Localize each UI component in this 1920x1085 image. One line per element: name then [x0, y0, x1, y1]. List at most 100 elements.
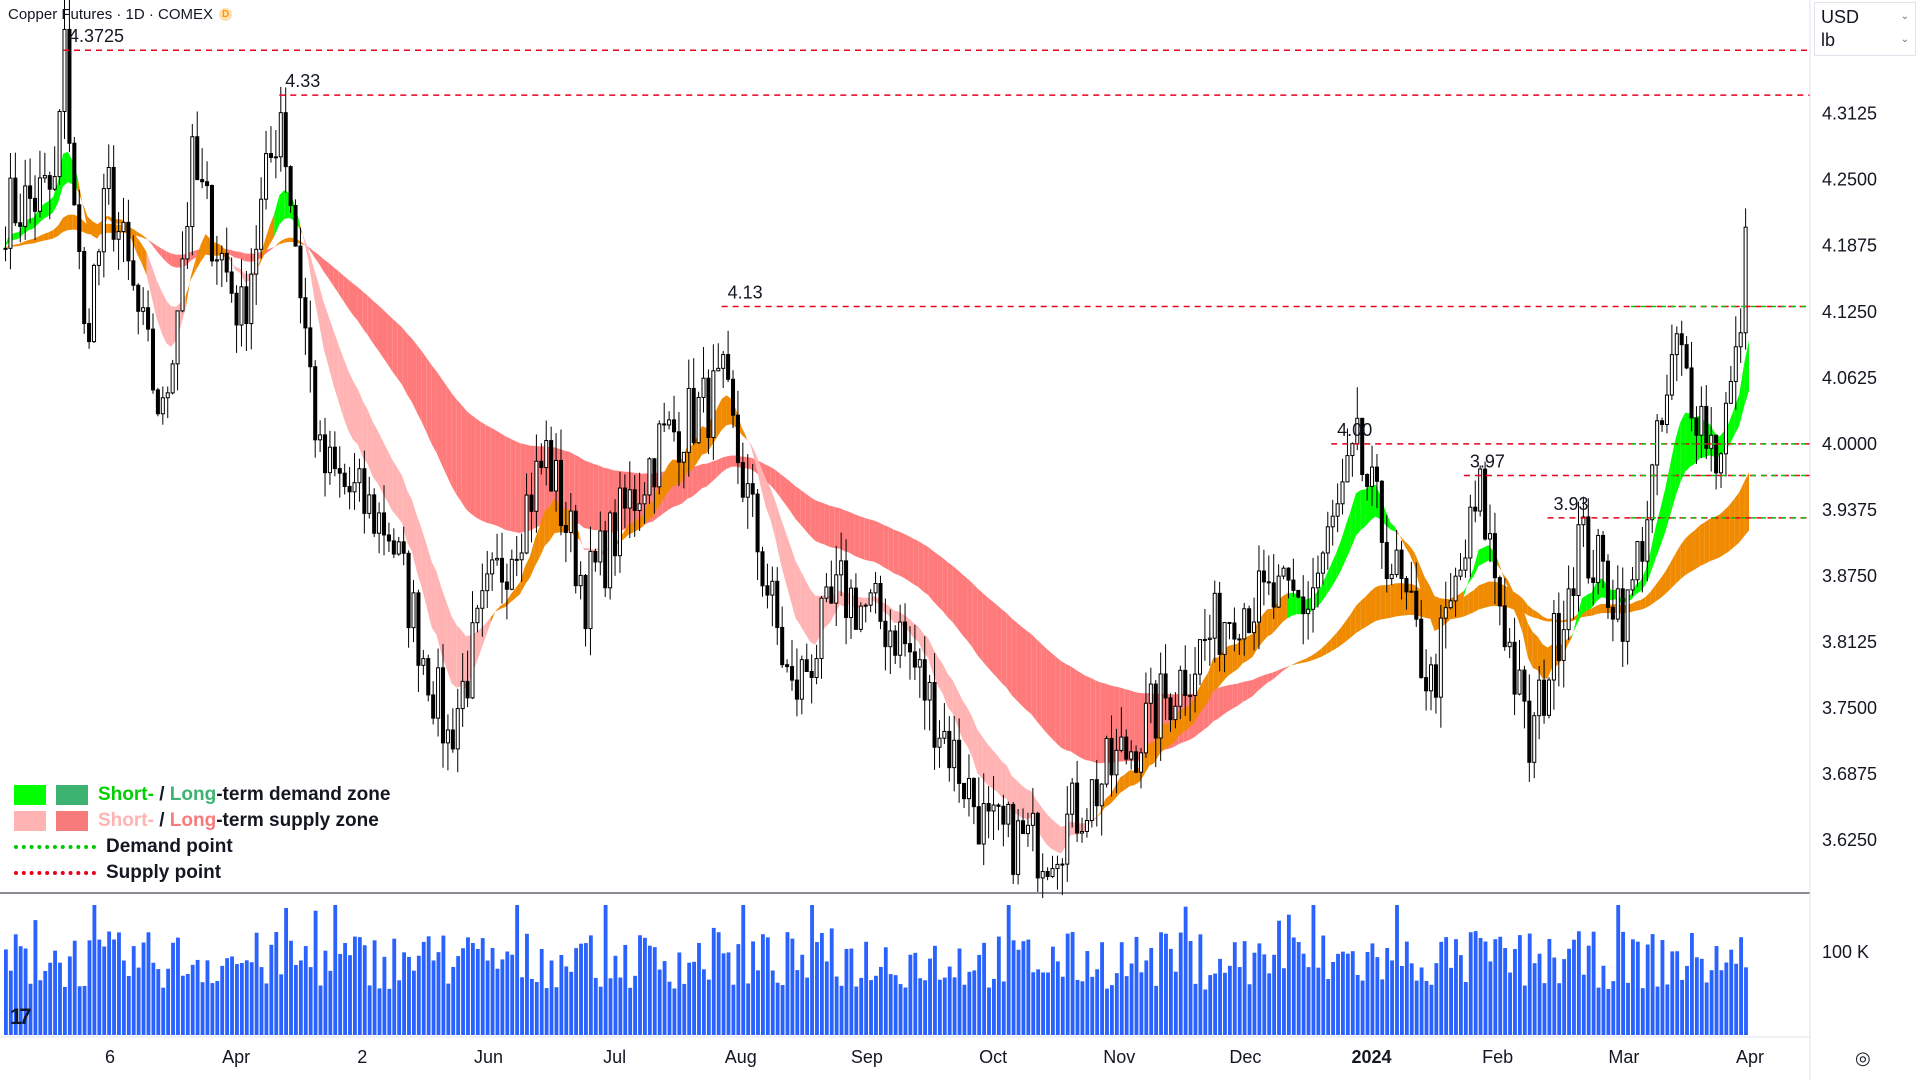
volume-bar — [1404, 941, 1409, 1035]
candle-up — [1188, 694, 1193, 697]
volume-bar — [1513, 949, 1517, 1035]
candle-down — [126, 221, 131, 262]
candle-up — [1030, 812, 1035, 826]
short-term-zone-band — [662, 465, 668, 501]
candle-up — [554, 460, 559, 492]
candle-down — [146, 307, 151, 330]
chevron-down-icon[interactable]: ⌄ — [1900, 34, 1909, 45]
short-supply-swatch — [14, 811, 46, 831]
currency-unit-selector[interactable]: USD ⌄ lb ⌄ — [1814, 2, 1916, 56]
short-term-zone-band — [1282, 593, 1287, 623]
candle-up — [1453, 575, 1458, 602]
volume-bar — [1606, 988, 1611, 1035]
long-term-zone-band — [775, 470, 781, 498]
chevron-down-icon[interactable]: ⌄ — [1900, 11, 1909, 22]
long-term-zone-band — [348, 279, 353, 315]
short-term-zone-band — [53, 181, 59, 213]
gear-icon[interactable]: ◎ — [1855, 1048, 1871, 1068]
long-term-zone-band — [593, 464, 599, 531]
currency-label[interactable]: USD — [1821, 7, 1860, 27]
short-term-zone-band — [957, 690, 963, 740]
long-term-zone-band — [1291, 662, 1297, 666]
volume-bar — [1168, 948, 1173, 1035]
volume-bar — [38, 980, 43, 1035]
long-term-zone-band — [942, 558, 948, 618]
long-term-zone-band — [746, 457, 752, 470]
long-term-zone-band — [982, 592, 988, 667]
short-term-zone-band — [372, 421, 378, 484]
candle-up — [937, 737, 942, 748]
volume-bar — [1690, 933, 1694, 1035]
tradingview-logo-icon[interactable]: 17 — [10, 1004, 32, 1029]
short-term-zone-band — [1026, 789, 1032, 819]
short-term-zone-band — [751, 444, 757, 467]
candle-down — [195, 136, 200, 181]
candle-up — [1065, 813, 1070, 865]
volume-bar — [554, 987, 559, 1035]
long-term-zone-band — [33, 236, 39, 244]
short-term-zone-band — [1208, 658, 1214, 702]
legend-rest-text: -term supply zone — [216, 810, 379, 831]
long-term-zone-band — [279, 238, 285, 245]
long-term-zone-band — [1522, 598, 1528, 616]
candle-up — [160, 397, 165, 415]
candle-up — [318, 434, 323, 441]
volume-bar — [1390, 960, 1395, 1035]
candle-down — [691, 387, 696, 444]
short-term-zone-band — [28, 217, 34, 231]
candle-up — [770, 580, 775, 596]
candle-up — [1738, 332, 1743, 348]
volume-bar — [1282, 968, 1286, 1035]
volume-bar — [1026, 939, 1031, 1035]
short-term-zone-band — [1601, 578, 1607, 599]
candle-down — [1384, 541, 1389, 580]
volume-bar — [298, 960, 303, 1035]
long-term-zone-band — [377, 304, 383, 357]
short-term-zone-band — [1331, 553, 1337, 588]
volume-bar — [525, 933, 529, 1035]
volume-bar — [923, 980, 928, 1035]
candle-down — [883, 620, 888, 648]
volume-bar — [805, 977, 810, 1035]
long-term-zone-band — [1719, 510, 1725, 558]
candle-up — [1566, 588, 1571, 631]
candle-up — [170, 363, 175, 394]
volume-bar — [613, 955, 618, 1035]
long-term-zone-band — [1694, 525, 1700, 570]
candle-down — [28, 185, 33, 199]
short-term-zone-band — [1513, 591, 1518, 620]
volume-bar — [1449, 967, 1453, 1035]
long-term-zone-band — [485, 424, 491, 524]
long-term-zone-band — [1134, 691, 1140, 762]
candle-down — [1522, 669, 1527, 702]
volume-bar — [1213, 973, 1218, 1035]
volume-bar — [1375, 957, 1380, 1035]
long-term-zone-band — [1680, 538, 1686, 580]
volume-bar — [141, 942, 146, 1035]
volume-bar — [721, 953, 726, 1035]
volume-bar — [431, 960, 436, 1035]
volume-bar — [1503, 948, 1508, 1035]
short-term-zone-band — [382, 440, 388, 502]
volume-bar — [372, 940, 377, 1035]
volume-bar — [1542, 983, 1547, 1035]
volume-bar — [357, 937, 362, 1035]
volume-bar — [1055, 961, 1060, 1035]
candle-down — [229, 271, 234, 294]
long-term-zone-band — [490, 427, 496, 526]
short-term-zone-band — [795, 560, 801, 626]
short-term-zone-band — [1183, 705, 1189, 732]
volume-bar — [1051, 946, 1055, 1035]
long-term-zone-band — [1006, 613, 1012, 696]
delayed-badge[interactable]: D — [219, 8, 233, 21]
short-term-zone-band — [1291, 592, 1297, 616]
candle-up — [1256, 570, 1261, 623]
short-term-zone-band — [918, 626, 924, 653]
candle-up — [1173, 705, 1178, 721]
unit-label[interactable]: lb — [1821, 30, 1836, 50]
long-term-zone-band — [244, 253, 250, 262]
short-term-zone-band — [1409, 546, 1415, 567]
volume-bar — [392, 938, 397, 1035]
